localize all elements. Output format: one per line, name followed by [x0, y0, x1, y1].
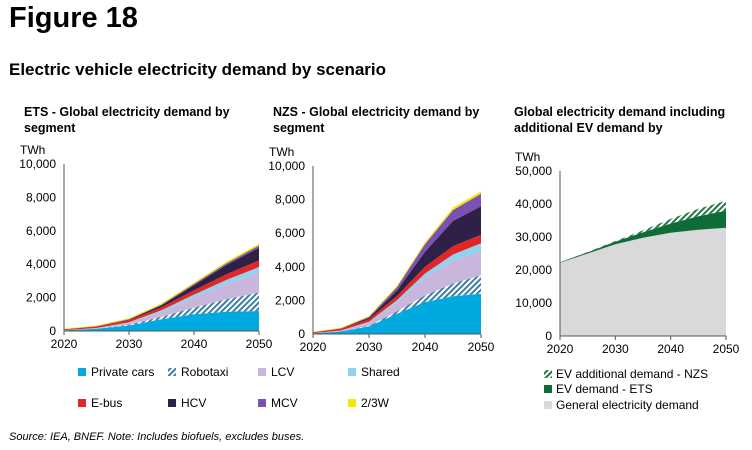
legend-swatch-lcv [258, 368, 266, 376]
ets-y-tick-label: 6,000 [26, 224, 56, 238]
nzs-y-tick-label: 8,000 [275, 193, 305, 207]
ets-area-robotaxi [64, 292, 259, 331]
legend-label-lcv: LCV [271, 365, 294, 379]
legend-swatch-e-bus [78, 399, 86, 407]
nzs-y-unit: TWh [269, 145, 294, 159]
global-y-tick-label: 40,000 [515, 197, 552, 211]
legend-swatch-ev-additional-demand-nzs [544, 370, 552, 378]
ets-y-tick-label: 8,000 [26, 190, 56, 204]
ets-y-tick-label: 0 [49, 324, 56, 338]
global-y-tick-label: 20,000 [515, 263, 552, 277]
figure-label: Figure 18 [9, 2, 138, 34]
nzs-area-e-bus [313, 234, 481, 334]
ets-x-tick-label: 2040 [181, 337, 208, 351]
panel-title-ets: ETS - Global electricity demand by segme… [24, 105, 230, 135]
ets-area-private-cars [64, 311, 259, 331]
legend-swatch-ev-demand-ets [544, 385, 552, 393]
global-y-tick-label: 0 [545, 329, 552, 343]
nzs-area-shared [313, 243, 481, 334]
ets-y-unit: TWh [20, 143, 45, 157]
legend-swatch-robotaxi [168, 368, 176, 376]
legend-label-mcv: MCV [271, 396, 298, 410]
legend-swatch-mcv [258, 399, 266, 407]
legend-swatch-2-3w [348, 399, 356, 407]
legend-swatch-general-electricity-demand [544, 401, 552, 409]
nzs-area-private-cars [313, 293, 481, 334]
global-x-tick-label: 2050 [713, 342, 740, 356]
global-y-tick-label: 50,000 [515, 164, 552, 178]
nzs-area-mcv [313, 193, 481, 333]
legend-label-ev-demand-ets: EV demand - ETS [556, 382, 653, 396]
global-y-tick-label: 30,000 [515, 230, 552, 244]
legend-swatch-shared [348, 368, 356, 376]
panel-title-nzs: NZS - Global electricity demand by segme… [273, 105, 480, 135]
nzs-x-tick-label: 2040 [412, 340, 439, 354]
nzs-x-tick-label: 2050 [468, 340, 495, 354]
global-x-tick-label: 2020 [547, 342, 574, 356]
global-area-ev-additional-demand-nzs [560, 200, 726, 263]
global-area-general-electricity-demand [560, 227, 726, 336]
nzs-area-robotaxi [313, 275, 481, 334]
legend-swatch-private-cars [78, 368, 86, 376]
ets-x-tick-label: 2030 [116, 337, 143, 351]
legend-label-robotaxi: Robotaxi [181, 365, 228, 379]
legend-label-e-bus: E-bus [91, 396, 122, 410]
nzs-y-tick-label: 4,000 [275, 260, 305, 274]
legend-label-2-3w: 2/3W [361, 396, 390, 410]
nzs-area-2-3w [313, 191, 481, 333]
legend-label-ev-additional-demand-nzs: EV additional demand - NZS [556, 367, 708, 381]
panel-title-global: Global electricity demand including addi… [514, 105, 726, 135]
nzs-y-tick-label: 6,000 [275, 226, 305, 240]
nzs-y-tick-label: 10,000 [268, 159, 305, 173]
nzs-y-tick-label: 0 [298, 327, 305, 341]
global-y-tick-label: 10,000 [515, 296, 552, 310]
global-area-ev-demand-ets [560, 210, 726, 263]
ets-x-tick-label: 2050 [246, 337, 273, 351]
legend-swatch-hcv [168, 399, 176, 407]
ets-x-tick-label: 2020 [51, 337, 78, 351]
ets-y-tick-label: 10,000 [19, 157, 56, 171]
nzs-x-tick-label: 2030 [356, 340, 383, 354]
nzs-x-tick-label: 2020 [300, 340, 327, 354]
nzs-area-lcv [313, 250, 481, 334]
legend-label-general-electricity-demand: General electricity demand [556, 398, 699, 412]
global-x-tick-label: 2030 [602, 342, 629, 356]
nzs-y-tick-label: 2,000 [275, 293, 305, 307]
legend-label-hcv: HCV [181, 396, 206, 410]
nzs-area-hcv [313, 206, 481, 333]
ets-y-tick-label: 4,000 [26, 257, 56, 271]
source-note: Source: IEA, BNEF. Note: Includes biofue… [9, 431, 305, 443]
legend-label-private-cars: Private cars [91, 365, 154, 379]
global-y-unit: TWh [515, 150, 540, 164]
figure-subtitle: Electric vehicle electricity demand by s… [9, 60, 387, 79]
global-x-tick-label: 2040 [657, 342, 684, 356]
legend-label-shared: Shared [361, 365, 400, 379]
ets-y-tick-label: 2,000 [26, 291, 56, 305]
